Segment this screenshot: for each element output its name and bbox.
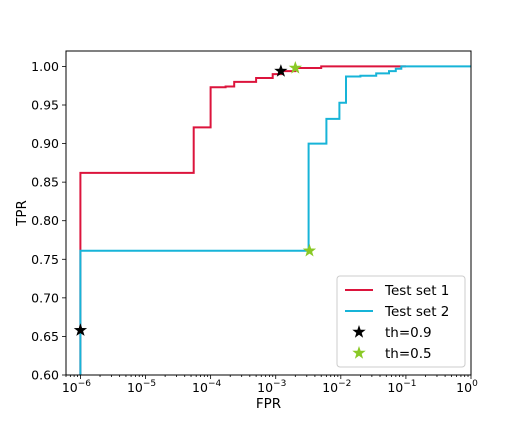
legend-swatch-th-0-9 [352,325,366,338]
x-tick-label: 10−3 [257,379,286,395]
x-tick-label: 10−1 [387,379,416,395]
threshold-marker-th-0-9 [73,323,88,336]
y-axis-title: TPR [14,200,30,227]
y-tick-label: 0.85 [31,175,59,190]
threshold-marker-th-0-5 [302,243,317,257]
x-tick-label: 10−5 [127,379,156,395]
series-line-2 [79,65,471,375]
y-tick-label: 0.90 [31,136,59,151]
x-tick-label: 100 [456,379,478,395]
threshold-marker-th-0-5 [288,61,302,74]
x-tick-label: 10−6 [62,379,91,395]
plot-frame [65,50,472,376]
y-tick-label: 0.65 [31,329,59,344]
y-tick-label: 0.70 [31,290,59,305]
legend-label-test-set-1: Test set 1 [384,283,449,299]
legend-box [336,275,466,368]
x-tick-label: 10−4 [192,379,221,395]
y-tick-label: 0.95 [31,98,59,113]
y-tick-label: 1.00 [31,59,59,74]
legend-label-th-0-5: th=0.5 [385,346,432,362]
x-tick-label: 10−2 [322,379,351,395]
legend-swatch-th-0-5 [352,346,366,359]
threshold-marker-th-0-9 [274,64,288,77]
y-tick-label: 0.75 [31,252,59,267]
x-axis-title: FPR [256,396,281,412]
y-axis: 0.60 0.65 0.70 0.75 0.80 0.85 0.90 0.95 1.00 [31,59,66,383]
y-tick-label: 0.80 [31,213,59,228]
y-tick-label: 0.60 [31,368,59,383]
legend-label-th-0-9: th=0.9 [385,325,432,341]
x-axis: 10−6 10−5 10−4 10−3 10−2 10−1 100 [62,375,478,395]
legend: Test set 1 Test set 2 th=0.9 th=0.5 [336,275,466,368]
legend-label-test-set-2: Test set 2 [384,304,449,320]
